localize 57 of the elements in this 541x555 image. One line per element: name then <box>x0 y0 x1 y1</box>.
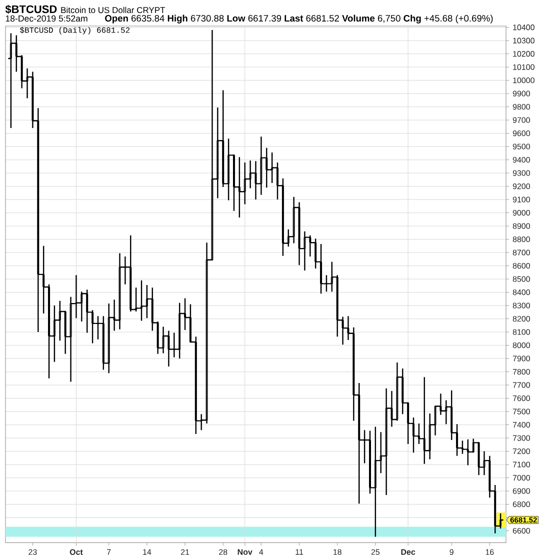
annotation: $BTCUSD (Daily) 6681.52 <box>20 26 130 34</box>
x-tick-label: 18 <box>334 549 342 555</box>
y-tick-label: 7000 <box>512 474 530 481</box>
x-tick-label: Nov <box>238 549 252 555</box>
chart-title: $BTCUSD <box>5 4 57 14</box>
y-tick-label: 9700 <box>512 117 530 123</box>
y-tick-label: 7500 <box>512 408 530 414</box>
y-tick-label: 9500 <box>512 144 530 150</box>
y-tick-label: 8800 <box>512 236 530 242</box>
y-tick-label: 7200 <box>512 448 530 454</box>
y-tick-label: 9000 <box>512 210 530 216</box>
y-tick-label: 8600 <box>512 262 530 269</box>
x-tick-label: 23 <box>28 549 37 555</box>
text: Open 6635.84 High 6730.88 Low 6617.39 Last 6681.52 Volume 6,750 Chg +45.68 (+0.69%) <box>105 14 493 24</box>
x-tick-label: 21 <box>180 549 190 555</box>
y-tick-label: 6600 <box>512 528 530 534</box>
y-tick-label: 9300 <box>512 170 530 176</box>
y-tick-label: 8900 <box>512 223 530 229</box>
y-tick-label: 9600 <box>512 130 530 136</box>
y-tick-label: 10400 <box>513 24 534 30</box>
y-tick-label: 8500 <box>512 276 530 282</box>
y-tick-label: 10100 <box>513 64 534 70</box>
y-tick-label: 9800 <box>512 104 530 110</box>
y-tick-label: 8200 <box>512 316 530 322</box>
y-tick-label: 9900 <box>512 90 530 96</box>
y-tick-label: 7100 <box>512 462 530 468</box>
y-tick-label: 8100 <box>512 329 530 335</box>
y-tick-label: 8300 <box>512 302 530 308</box>
x-tick-label: 9 <box>450 549 454 555</box>
x-tick-label: Oct <box>70 549 83 555</box>
x-tick-label: 28 <box>219 549 228 555</box>
x-tick-label: Dec <box>401 549 416 555</box>
y-tick-label: 10300 <box>513 38 534 44</box>
y-tick-label: 10200 <box>513 51 534 57</box>
y-tick-label: 8000 <box>512 342 530 348</box>
x-tick-label: 16 <box>486 549 494 555</box>
y-tick-label: 6800 <box>512 501 530 508</box>
x-tick-label: 14 <box>143 549 152 555</box>
x-tick-label: 7 <box>107 549 111 555</box>
y-tick-label: 7700 <box>512 382 530 388</box>
y-tick-label: 8700 <box>512 250 530 256</box>
y-tick-label: 7900 <box>512 356 530 362</box>
y-tick-label: 7800 <box>512 368 530 375</box>
x-tick-label: 25 <box>371 549 380 555</box>
y-tick-label: 9100 <box>512 196 530 202</box>
y-tick-label: 8400 <box>512 289 530 296</box>
y-tick-label: 7600 <box>512 395 530 402</box>
y-tick-label: 7400 <box>512 422 530 428</box>
text: 18-Dec-2019 5:52am <box>6 15 88 22</box>
y-tick-label: 7300 <box>512 435 530 441</box>
y-tick-label: 10000 <box>513 77 534 84</box>
y-tick-label: 9400 <box>512 156 530 163</box>
y-tick-label: 9200 <box>512 183 530 190</box>
y-tick-label: 6900 <box>512 488 530 494</box>
x-tick-label: 11 <box>296 549 304 555</box>
chart-subtitle: Bitcoin to US Dollar CRYPT <box>61 6 166 14</box>
x-tick-label: 4 <box>259 549 264 555</box>
